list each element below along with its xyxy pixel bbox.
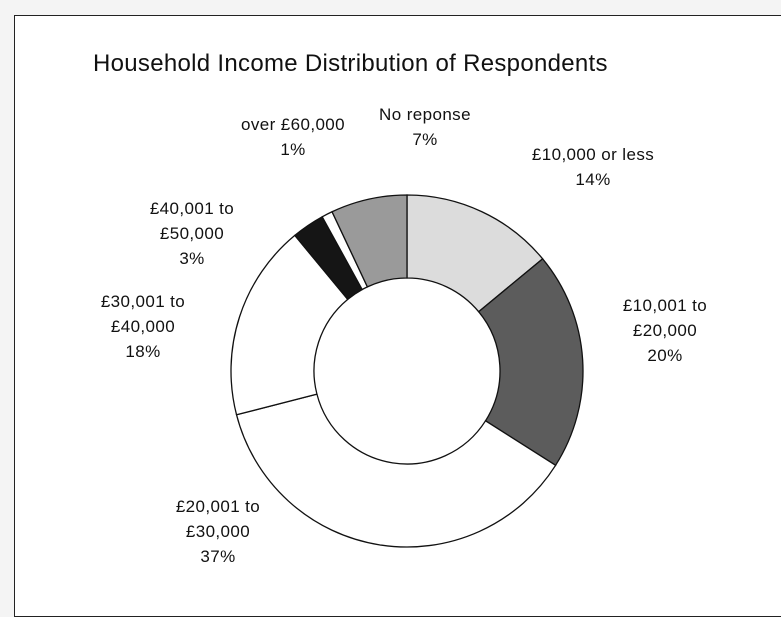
donut-segment [477, 257, 584, 467]
segment-label: £10,000 or less 14% [508, 142, 678, 192]
category-label: £10,000 or less [531, 145, 655, 164]
category-label: £40,001 to £50,000 [149, 199, 235, 243]
category-label: £20,001 to £30,000 [175, 497, 261, 541]
segment-label: £20,001 to £30,000 37% [168, 494, 268, 569]
segment-label: £40,001 to £50,000 3% [142, 196, 242, 271]
category-label: £10,001 to £20,000 [622, 296, 708, 340]
segment-label: No reponse 7% [360, 102, 490, 152]
value-label: 3% [179, 249, 205, 268]
donut-segment [230, 234, 349, 416]
value-label: 14% [575, 170, 611, 189]
value-label: 7% [412, 130, 438, 149]
category-label: No reponse [379, 105, 471, 124]
category-label: £30,001 to £40,000 [100, 292, 186, 336]
segment-label: £30,001 to £40,000 18% [93, 289, 193, 364]
chart-title: Household Income Distribution of Respond… [93, 50, 608, 77]
segment-label: £10,001 to £20,000 20% [615, 293, 715, 368]
donut-segment [331, 194, 408, 288]
category-label: over £60,000 [240, 115, 346, 134]
value-label: 1% [280, 140, 306, 159]
donut-segment [235, 393, 557, 548]
segment-label: over £60,000 1% [218, 112, 368, 162]
value-label: 18% [125, 342, 161, 361]
value-label: 20% [647, 346, 683, 365]
value-label: 37% [200, 547, 236, 566]
